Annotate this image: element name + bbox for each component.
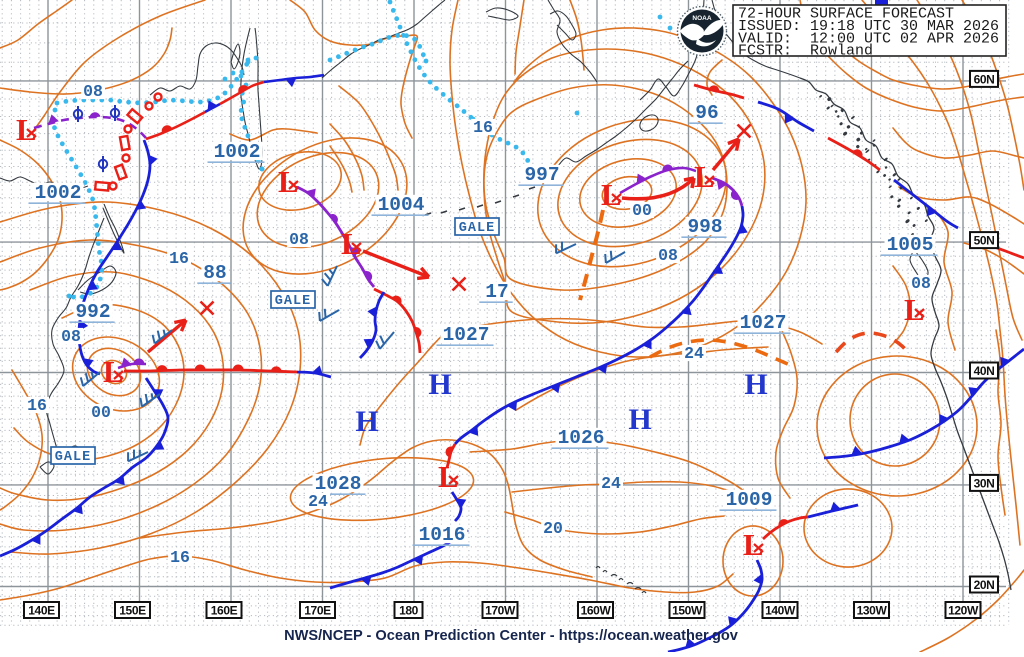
svg-text:H: H — [355, 405, 378, 438]
svg-text:FCSTR: Rowland: FCSTR: Rowland — [738, 43, 873, 60]
svg-text:GALE: GALE — [459, 221, 495, 236]
svg-text:20N: 20N — [974, 578, 995, 592]
svg-text:L: L — [743, 527, 764, 562]
svg-text:60N: 60N — [974, 73, 995, 87]
svg-text:1027: 1027 — [443, 324, 490, 346]
svg-text:88: 88 — [203, 262, 226, 284]
svg-text:180: 180 — [399, 604, 419, 618]
svg-text:16: 16 — [473, 118, 493, 137]
svg-text:20: 20 — [543, 519, 563, 538]
svg-text:08: 08 — [911, 274, 931, 293]
svg-text:VALID: 12:00 UTC 02 APR 2026: VALID: 12:00 UTC 02 APR 2026 — [738, 31, 999, 48]
svg-text:96: 96 — [695, 102, 718, 124]
svg-text:160E: 160E — [211, 604, 238, 618]
svg-text:L: L — [904, 292, 925, 327]
svg-text:H: H — [428, 368, 451, 401]
svg-text:24: 24 — [601, 474, 621, 493]
svg-text:GALE: GALE — [275, 294, 311, 309]
svg-text:16: 16 — [27, 396, 47, 415]
svg-text:140W: 140W — [765, 604, 796, 618]
svg-text:1026: 1026 — [558, 427, 605, 449]
svg-text:24: 24 — [684, 344, 704, 363]
svg-text:16: 16 — [169, 249, 189, 268]
svg-text:150W: 150W — [672, 604, 703, 618]
svg-text:1002: 1002 — [214, 141, 261, 163]
svg-text:H: H — [628, 403, 651, 436]
svg-text:150E: 150E — [119, 604, 146, 618]
svg-text:08: 08 — [61, 327, 81, 346]
svg-text:08: 08 — [289, 230, 309, 249]
svg-text:L: L — [341, 226, 362, 261]
svg-text:1005: 1005 — [887, 234, 934, 256]
svg-text:30N: 30N — [974, 477, 995, 491]
svg-text:L: L — [601, 177, 622, 212]
svg-text:L: L — [16, 112, 37, 147]
svg-text:1002: 1002 — [35, 182, 82, 204]
svg-text:08: 08 — [658, 246, 678, 265]
svg-text:50N: 50N — [974, 234, 995, 248]
svg-text:NWS/NCEP - Ocean Prediction Ce: NWS/NCEP - Ocean Prediction Center - htt… — [284, 628, 739, 644]
svg-text:L: L — [694, 159, 715, 194]
svg-text:40N: 40N — [974, 364, 995, 378]
svg-text:24: 24 — [308, 492, 328, 511]
svg-text:997: 997 — [524, 164, 559, 186]
svg-text:00: 00 — [91, 403, 111, 422]
svg-text:L: L — [278, 164, 299, 199]
svg-text:H: H — [744, 368, 767, 401]
svg-text:170E: 170E — [304, 604, 331, 618]
svg-text:GALE: GALE — [55, 450, 91, 465]
svg-text:130W: 130W — [857, 604, 888, 618]
svg-text:16: 16 — [170, 548, 190, 567]
svg-text:160W: 160W — [581, 604, 612, 618]
svg-text:1027: 1027 — [740, 312, 787, 334]
svg-text:72-HOUR SURFACE FORECAST: 72-HOUR SURFACE FORECAST — [738, 6, 954, 23]
svg-text:992: 992 — [75, 301, 110, 323]
svg-text:08: 08 — [83, 82, 103, 101]
svg-text:L: L — [103, 354, 124, 389]
svg-text:00: 00 — [632, 201, 652, 220]
svg-text:170W: 170W — [485, 604, 516, 618]
svg-text:140E: 140E — [28, 604, 55, 618]
svg-text:1028: 1028 — [315, 473, 362, 495]
svg-text:ISSUED: 19:18 UTC 30 MAR 2026: ISSUED: 19:18 UTC 30 MAR 2026 — [738, 18, 999, 35]
svg-text:1009: 1009 — [726, 489, 773, 511]
svg-text:1004: 1004 — [378, 194, 425, 216]
svg-text:1016: 1016 — [419, 524, 466, 546]
svg-text:998: 998 — [687, 216, 722, 238]
svg-text:NOAA: NOAA — [692, 15, 711, 22]
svg-text:17: 17 — [485, 281, 508, 303]
svg-text:L: L — [438, 459, 459, 494]
svg-text:120W: 120W — [948, 604, 979, 618]
